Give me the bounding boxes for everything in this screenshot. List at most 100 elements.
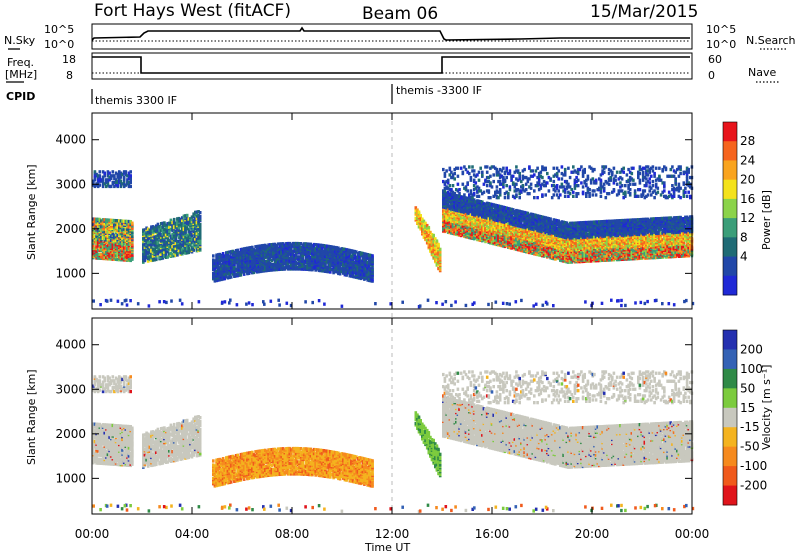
heatmap-cell [93, 246, 97, 251]
heatmap-cell [166, 239, 169, 243]
heatmap-cell [92, 232, 95, 236]
heatmap-cell [96, 221, 100, 225]
heatmap-cell [174, 246, 178, 251]
heatmap-cell [231, 267, 235, 271]
heatmap-cell [340, 247, 343, 251]
heatmap-cell [150, 248, 153, 252]
heatmap-cell [254, 266, 257, 270]
heatmap-cell [109, 174, 113, 178]
heatmap-cell [272, 254, 275, 259]
heatmap-cell [291, 241, 295, 246]
heatmap-cell [190, 246, 194, 250]
heatmap-cell [111, 244, 115, 248]
heatmap-cell [184, 235, 187, 239]
heatmap-cell [225, 260, 228, 264]
heatmap-cell [197, 214, 200, 218]
heatmap-cell [239, 272, 243, 276]
heatmap-cell [127, 174, 131, 178]
heatmap-cell [156, 244, 160, 248]
heatmap-cell [236, 248, 239, 252]
heatmap-cell [338, 248, 342, 252]
heatmap-cell [161, 244, 165, 248]
heatmap-cell [177, 248, 181, 253]
freq-label-2: [MHz] [5, 68, 37, 81]
heatmap-cell [151, 233, 155, 237]
heatmap-cell [101, 178, 105, 182]
heatmap-cell [163, 253, 166, 257]
heatmap-cell [177, 246, 181, 250]
heatmap-cell [169, 240, 173, 244]
heatmap-cell [189, 226, 192, 230]
heatmap-cell [96, 174, 100, 178]
heatmap-cell [179, 236, 182, 240]
heatmap-cell [92, 250, 95, 255]
heatmap-cell [194, 210, 197, 214]
heatmap-cell [161, 232, 165, 236]
heatmap-cell [111, 180, 115, 185]
heatmap-cell [166, 228, 169, 232]
heatmap-cell [340, 267, 343, 271]
heatmap-cell [111, 174, 115, 178]
heatmap-cell [155, 239, 158, 243]
heatmap-cell [197, 239, 200, 243]
nsearch-label: N.Search [746, 34, 796, 47]
heatmap-cell [108, 178, 111, 182]
heatmap-cell [286, 241, 290, 246]
heatmap-cell [301, 262, 304, 266]
heatmap-cell [108, 218, 111, 222]
heatmap-cell [166, 226, 169, 230]
heatmap-cell [126, 219, 129, 224]
heatmap-cell [184, 220, 187, 225]
heatmap-cell [182, 222, 186, 226]
heatmap-cell [93, 174, 97, 178]
heatmap-cell [164, 245, 168, 249]
heatmap-cell [244, 250, 248, 255]
heatmap-cell [198, 235, 202, 239]
heatmap-cell [156, 249, 160, 253]
heatmap-cell [197, 232, 200, 236]
heatmap-cell [143, 242, 147, 247]
heatmap-cell [213, 262, 217, 266]
heatmap-cell [179, 241, 182, 246]
heatmap-cell [113, 184, 116, 189]
heatmap-cell [216, 257, 220, 261]
heatmap-cell [283, 260, 287, 265]
heatmap-cell [317, 243, 321, 247]
heatmap-cell [106, 247, 110, 252]
heatmap-cell [330, 245, 334, 249]
heatmap-cell [92, 217, 95, 221]
freq-panel [91, 52, 693, 80]
heatmap-cell [96, 244, 100, 248]
heatmap-cell [192, 212, 195, 216]
heatmap-cell [118, 176, 121, 181]
heatmap-cell [179, 245, 182, 250]
heatmap-cell [114, 239, 118, 243]
heatmap-cell [98, 252, 102, 256]
heatmap-cell [312, 262, 316, 267]
heatmap-cell [192, 236, 195, 240]
heatmap-cell [95, 172, 98, 177]
heatmap-cell [340, 249, 343, 254]
heatmap-cell [174, 237, 178, 241]
nsky-tick-top: 10^5 [44, 23, 74, 36]
heatmap-cell [218, 272, 222, 277]
heatmap-cell [267, 247, 270, 251]
cpid-segment-2: themis -3300 IF [396, 84, 482, 97]
heatmap-cell [252, 257, 256, 261]
heatmap-cell [288, 264, 291, 268]
heatmap-cell [150, 254, 153, 259]
heatmap-cell [148, 255, 152, 259]
heatmap-cell [246, 246, 249, 250]
heatmap-cell [309, 242, 313, 246]
heatmap-cell [299, 263, 303, 267]
heatmap-cell [252, 248, 256, 252]
heatmap-cell [159, 232, 163, 236]
heatmap-cell [119, 179, 123, 183]
heatmap-cell [220, 277, 223, 282]
heatmap-cell [325, 265, 329, 270]
heatmap-cell [322, 261, 326, 265]
heatmap-cell [311, 254, 314, 259]
heatmap-cell [156, 225, 160, 229]
heatmap-cell [278, 254, 282, 258]
heatmap-cell [187, 236, 191, 240]
